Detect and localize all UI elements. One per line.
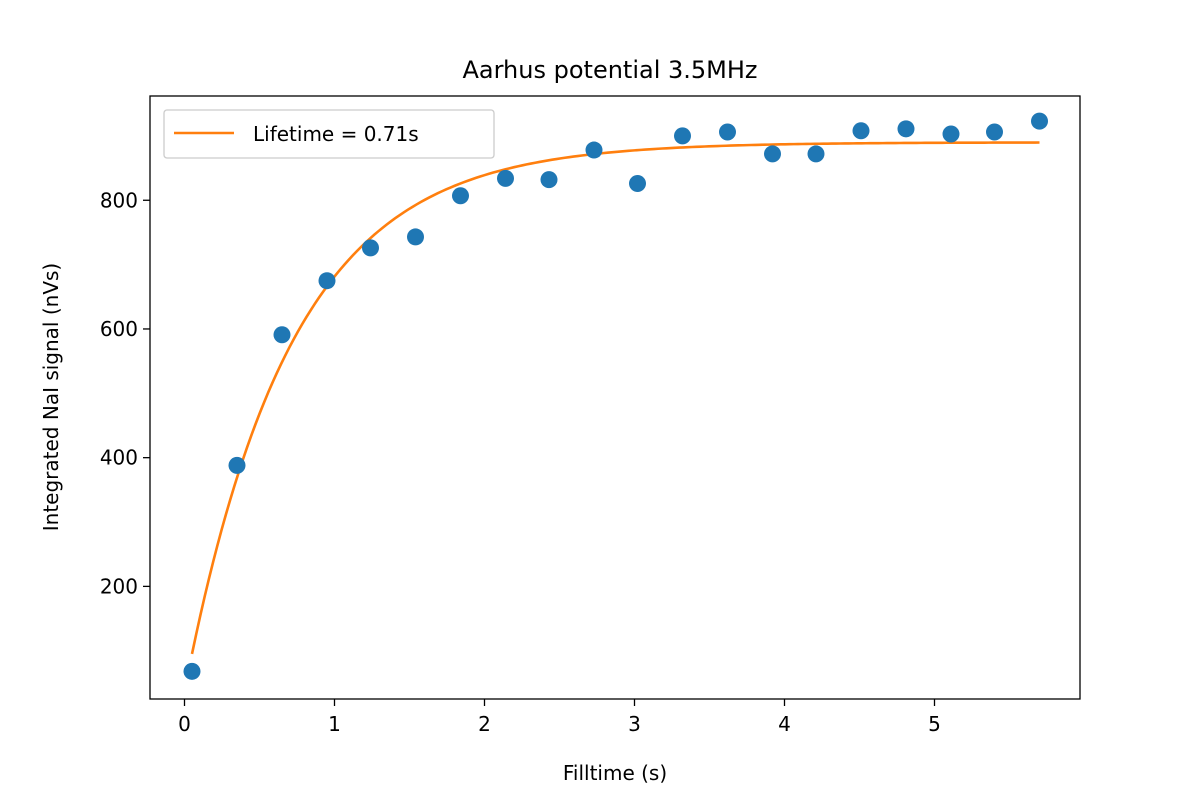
data-point	[585, 141, 603, 159]
legend-label-fit-line: Lifetime = 0.71s	[253, 122, 419, 146]
data-point	[497, 169, 514, 187]
data-point	[362, 239, 379, 257]
x-tick-label: 5	[928, 712, 941, 736]
data-point	[852, 122, 870, 140]
x-tick-label: 4	[778, 712, 791, 736]
x-tick-label: 2	[478, 712, 491, 736]
data-point	[764, 145, 781, 163]
data-point	[228, 456, 246, 474]
data-point	[452, 187, 469, 205]
x-tick-label: 0	[178, 712, 191, 736]
data-point	[942, 125, 960, 143]
data-point	[674, 127, 691, 145]
legend: Lifetime = 0.71s	[163, 109, 495, 159]
data-point	[407, 228, 424, 246]
plot-area: 0 1 2 3 4 5 200 400 600 800	[100, 112, 1048, 736]
data-point	[1031, 112, 1048, 130]
data-point	[629, 175, 646, 193]
y-tick-label: 600	[100, 317, 138, 341]
legend-box	[163, 109, 495, 159]
y-tick-label: 200	[100, 574, 138, 598]
data-point	[540, 171, 558, 189]
data-point	[897, 120, 915, 138]
y-axis-label: Integrated NaI signal (nVs)	[39, 263, 63, 531]
axes-frame	[149, 95, 1081, 700]
x-axis-label: Filltime (s)	[563, 761, 667, 785]
data-point	[318, 272, 336, 290]
data-point	[986, 123, 1003, 141]
x-tick-label: 3	[628, 712, 641, 736]
x-tick-label: 1	[328, 712, 341, 736]
data-point	[719, 123, 736, 141]
chart-title: Aarhus potential 3.5MHz	[462, 56, 757, 84]
data-point	[273, 326, 291, 344]
y-tick-label: 800	[100, 188, 138, 212]
data-point	[807, 145, 825, 163]
y-tick-label: 400	[100, 446, 138, 470]
data-point	[183, 662, 201, 680]
